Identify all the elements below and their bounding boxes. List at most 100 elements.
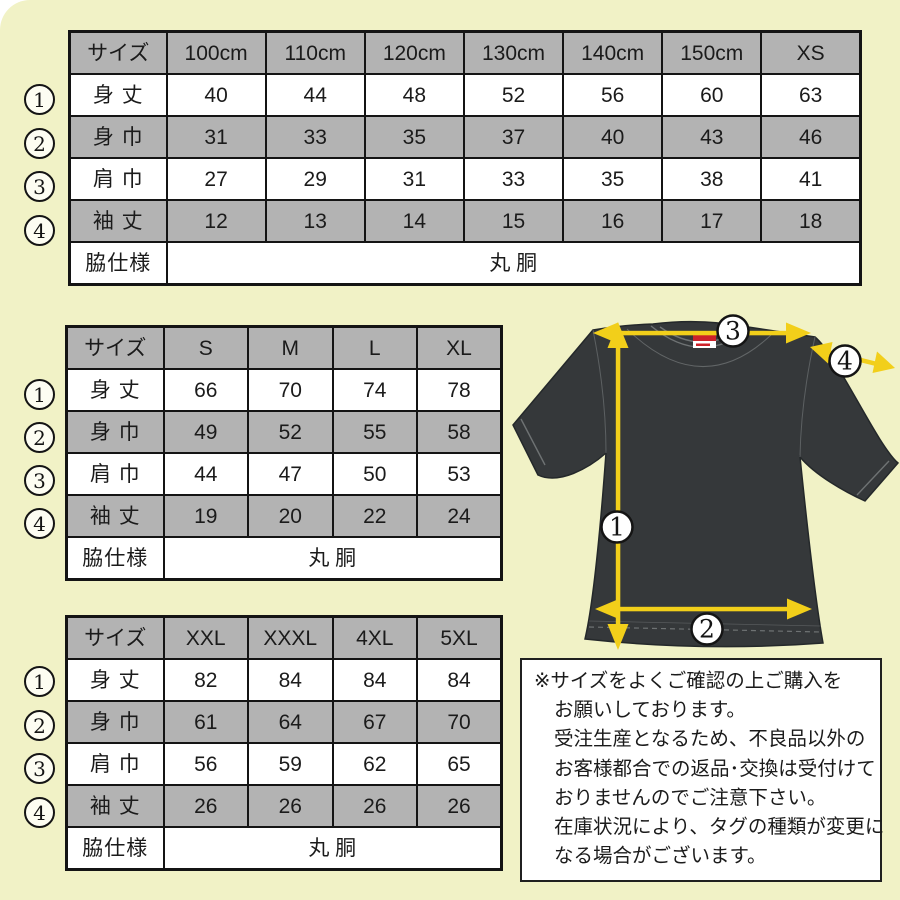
value-cell: 33: [462, 157, 565, 201]
row-label: 袖 丈: [68, 199, 168, 243]
table-row: 袖 丈 12 13 14 15 16 17 18: [68, 199, 862, 243]
marker-2-icon: 2: [24, 422, 55, 453]
value-cell: 84: [331, 658, 418, 702]
table-row: 身 巾 61 64 67 70: [65, 700, 503, 744]
value-cell: 31: [165, 115, 267, 159]
table-row: 身 丈 82 84 84 84: [65, 658, 503, 702]
value-cell: 47: [247, 452, 334, 496]
value-cell: 84: [247, 658, 334, 702]
row-label: 肩 巾: [68, 157, 168, 201]
column-header: 4XL: [331, 615, 418, 660]
adult-size-table: サイズ S M L XL 身 丈 66 70 74 78 身 巾 49 52 55 58 肩 巾 44 47 50 5…: [65, 325, 503, 581]
column-header: 110cm: [264, 30, 366, 75]
value-cell: 61: [162, 700, 249, 744]
table-row: 肩 巾 56 59 62 65: [65, 742, 503, 786]
value-cell: 50: [331, 452, 418, 496]
diagram-marker-3: 3: [725, 317, 741, 346]
value-cell: 52: [247, 410, 334, 454]
table-row: 袖 丈 26 26 26 26: [65, 784, 503, 828]
marker-3-icon: 3: [24, 465, 55, 496]
table-row: 身 巾 49 52 55 58: [65, 410, 503, 454]
tshirt-measure-diagram: 1 2 3 4: [505, 305, 900, 655]
value-cell: 58: [416, 410, 503, 454]
row-label: 身 丈: [65, 368, 165, 412]
size-corner-label: サイズ: [68, 30, 168, 75]
column-header: XXL: [162, 615, 249, 660]
side-spec-row: 脇仕様丸 胴: [65, 826, 503, 871]
notice-line: おりませんのでご注意下さい。: [554, 786, 827, 809]
row-label: 袖 丈: [65, 784, 165, 828]
marker-1-icon: 1: [24, 379, 55, 410]
value-cell: 56: [562, 73, 664, 117]
marker-2-icon: 2: [24, 128, 55, 159]
table-row: 身 丈 66 70 74 78: [65, 368, 503, 412]
marker-1-icon: 1: [24, 84, 55, 115]
marker-1-icon: 1: [24, 666, 55, 697]
table-row: 肩 巾 27 29 31 33 35 38 41: [68, 157, 862, 201]
row-label: 身 丈: [68, 73, 168, 117]
column-header: L: [331, 325, 418, 370]
row-label: 肩 巾: [65, 742, 165, 786]
value-cell: 63: [760, 73, 862, 117]
marker-2-icon: 2: [24, 710, 55, 741]
diagram-marker-2: 2: [699, 615, 715, 644]
diagram-marker-1: 1: [609, 513, 625, 542]
notice-line: 在庫状況により、タグの種類が変更に: [554, 816, 885, 839]
notice-line: なる場合がございます。: [554, 845, 767, 868]
row-label: 身 丈: [65, 658, 165, 702]
marker-4-icon: 4: [24, 508, 55, 539]
value-cell: 44: [264, 73, 366, 117]
column-header: 120cm: [363, 30, 465, 75]
size-corner-label: サイズ: [65, 325, 165, 370]
value-cell: 53: [416, 452, 503, 496]
header-row: サイズ S M L XL: [65, 325, 503, 370]
neck-tag: [693, 334, 716, 348]
value-cell: 33: [264, 115, 366, 159]
notice-line: お願いしております。: [554, 699, 746, 722]
value-cell: 24: [416, 494, 503, 538]
value-cell: 44: [162, 452, 249, 496]
column-header: 5XL: [416, 615, 503, 660]
shoulder-arrow: [611, 330, 795, 336]
value-cell: 41: [760, 157, 862, 201]
measure-arrows: [593, 322, 895, 650]
value-cell: 26: [162, 784, 249, 828]
value-cell: 43: [661, 115, 763, 159]
value-cell: 22: [331, 494, 418, 538]
value-cell: 40: [165, 73, 267, 117]
row-label: 身 巾: [68, 115, 168, 159]
value-cell: 14: [363, 199, 465, 243]
marker-4-icon: 4: [24, 797, 55, 828]
value-cell: 46: [760, 115, 862, 159]
column-header: M: [247, 325, 334, 370]
value-cell: 52: [462, 73, 565, 117]
row-label: 肩 巾: [65, 452, 165, 496]
table-row: 身 丈 40 44 48 52 56 60 63: [68, 73, 862, 117]
value-cell: 84: [416, 658, 503, 702]
column-header: S: [162, 325, 249, 370]
size-corner-label: サイズ: [65, 615, 165, 660]
value-cell: 26: [331, 784, 418, 828]
value-cell: 26: [247, 784, 334, 828]
value-cell: 19: [162, 494, 249, 538]
value-cell: 35: [363, 115, 465, 159]
side-spec-value: 丸 胴: [165, 241, 862, 286]
value-cell: 27: [165, 157, 267, 201]
value-cell: 59: [247, 742, 334, 786]
marker-3-icon: 3: [24, 171, 55, 202]
column-header: 130cm: [462, 30, 565, 75]
side-spec-value: 丸 胴: [162, 536, 503, 581]
value-cell: 74: [331, 368, 418, 412]
value-cell: 12: [165, 199, 267, 243]
value-cell: 15: [462, 199, 565, 243]
value-cell: 37: [462, 115, 565, 159]
value-cell: 40: [562, 115, 664, 159]
column-header: 100cm: [165, 30, 267, 75]
value-cell: 70: [416, 700, 503, 744]
header-row: サイズ XXL XXXL 4XL 5XL: [65, 615, 503, 660]
value-cell: 20: [247, 494, 334, 538]
value-cell: 16: [562, 199, 664, 243]
value-cell: 56: [162, 742, 249, 786]
value-cell: 65: [416, 742, 503, 786]
marker-3-icon: 3: [24, 753, 55, 784]
